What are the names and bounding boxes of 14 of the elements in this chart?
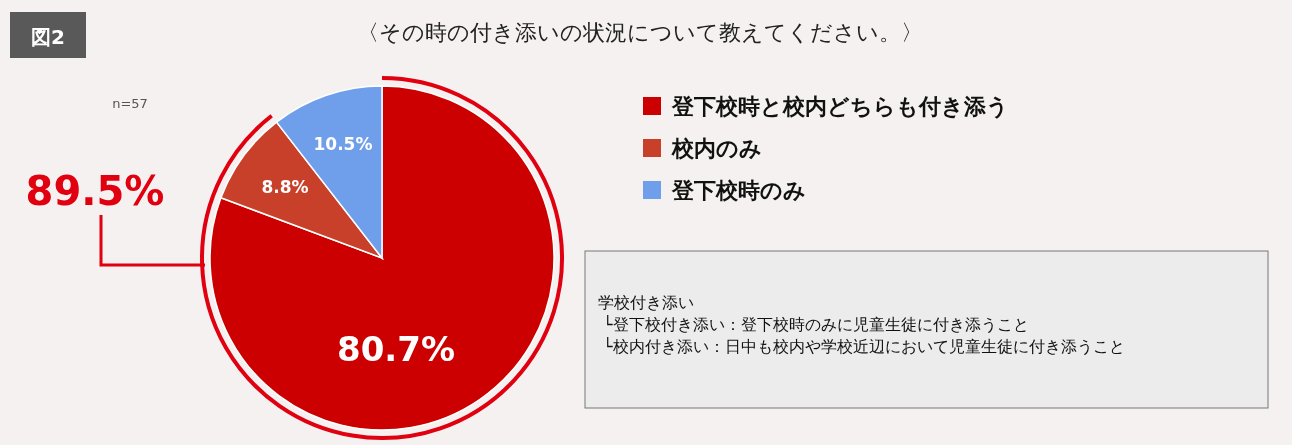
text: └校内付き添い：日中も校内や学校近辺において児童生徒に付き添うこと bbox=[603, 336, 1125, 356]
text: n=57 bbox=[112, 96, 148, 111]
legend-label: 校内のみ bbox=[671, 136, 762, 161]
legend-label: 登下校時のみ bbox=[671, 178, 806, 203]
text: └登下校付き添い：登下校時のみに児童生徒に付き添うこと bbox=[603, 314, 1029, 334]
chart-title: 〈その時の付き添いの状況について教えてください。〉 bbox=[357, 20, 923, 45]
data-label: 8.8% bbox=[261, 176, 309, 197]
caption: 図2 bbox=[31, 25, 65, 49]
data-label: 80.7% bbox=[337, 328, 455, 369]
text: 学校付き添い bbox=[598, 293, 694, 312]
pie-slice bbox=[209, 85, 555, 431]
text: 89.5% bbox=[25, 168, 165, 214]
data-label: 10.5% bbox=[313, 134, 373, 155]
legend-label: 登下校時と校内どちらも付き添う bbox=[671, 94, 1009, 119]
